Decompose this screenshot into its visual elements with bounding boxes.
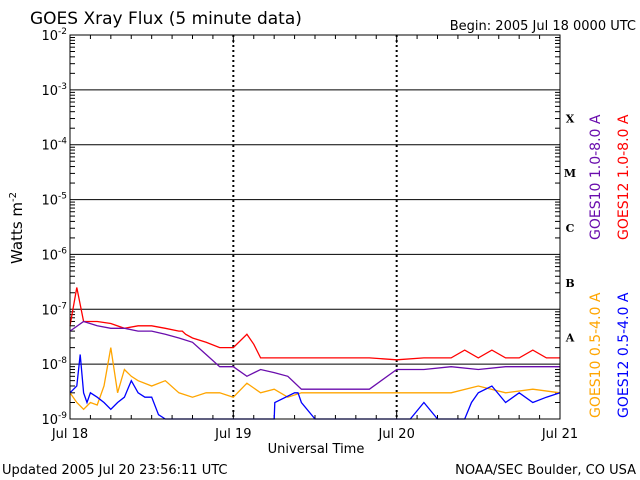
chart-title: GOES Xray Flux (5 minute data) xyxy=(30,9,302,29)
y-axis-label-text: Watts m xyxy=(8,202,26,264)
x-tick-label: Jul 19 xyxy=(214,427,251,442)
y-axis-label-exponent: -2 xyxy=(8,192,19,202)
y-tick-label: 10-4 xyxy=(41,137,67,154)
y-tick-label: 10-9 xyxy=(41,411,67,428)
flare-class-label: A xyxy=(565,332,575,345)
legend-goes12-long: GOES12 1.0-8.0 A xyxy=(616,114,632,240)
y-tick-label: 10-2 xyxy=(41,27,67,44)
flare-class-label: C xyxy=(566,222,575,235)
y-tick-label: 10-6 xyxy=(41,246,67,263)
series-line-4 xyxy=(69,354,561,420)
footer-credit: NOAA/SEC Boulder, CO USA xyxy=(455,463,636,478)
legend-goes12-short: GOES12 0.5-4.0 A xyxy=(616,292,632,418)
y-tick-label: 10-8 xyxy=(41,356,67,373)
x-axis-label: Universal Time xyxy=(268,442,365,457)
y-tick-label: 10-7 xyxy=(41,301,67,318)
series-line-3 xyxy=(69,347,561,411)
footer-updated: Updated 2005 Jul 20 23:56:11 UTC xyxy=(2,463,227,478)
series-line-2 xyxy=(69,320,560,390)
flare-class-label: M xyxy=(564,167,576,180)
series-line-1 xyxy=(69,287,560,361)
y-axis-label: Watts m-2 xyxy=(8,192,26,264)
y-tick-label: 10-5 xyxy=(41,192,67,209)
legend-goes10-long: GOES10 1.0-8.0 A xyxy=(588,114,604,240)
x-tick-label: Jul 21 xyxy=(541,427,578,442)
x-tick-label: Jul 20 xyxy=(377,427,414,442)
plot-frame xyxy=(69,34,561,420)
y-tick-label: 10-3 xyxy=(41,82,67,99)
begin-label: Begin: 2005 Jul 18 0000 UTC xyxy=(450,19,636,34)
flare-class-label: X xyxy=(566,112,575,125)
x-tick-label: Jul 18 xyxy=(51,427,88,442)
legend-goes10-short: GOES10 0.5-4.0 A xyxy=(588,292,604,418)
flare-class-label: B xyxy=(565,277,574,290)
